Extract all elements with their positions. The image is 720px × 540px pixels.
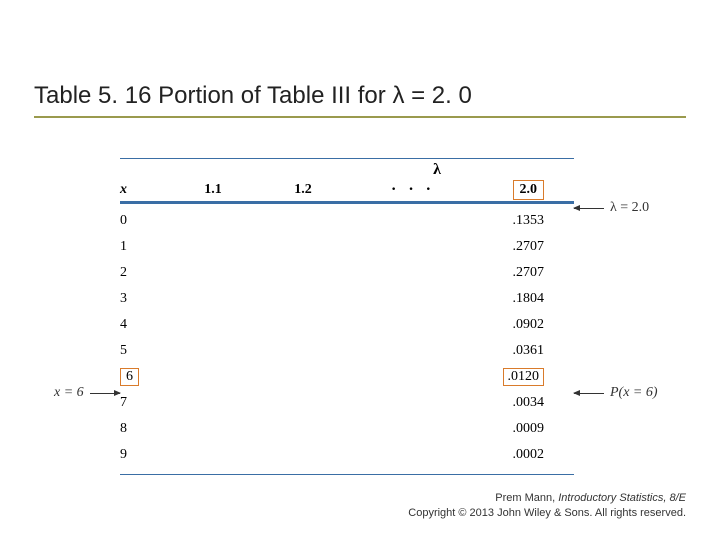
title-underline — [34, 116, 686, 118]
footer-line-1: Prem Mann, Introductory Statistics, 8/E — [408, 491, 686, 505]
row-value: .0902 — [478, 317, 544, 333]
annotation-x-text: x = 6 — [54, 385, 84, 401]
row-x: 4 — [120, 317, 168, 333]
table-row: 1 .2707 — [120, 234, 574, 260]
row-x: 9 — [120, 447, 168, 463]
table-row: 3 .1804 — [120, 286, 574, 312]
footer: Prem Mann, Introductory Statistics, 8/E … — [408, 491, 686, 520]
column-header-row: x 1.1 1.2 · · · 2.0 — [120, 179, 574, 201]
row-x: 5 — [120, 343, 168, 359]
row-value: .0002 — [478, 447, 544, 463]
data-rows: 0 .1353 1 .2707 2 .2707 3 .1804 4 .0902 5 .0361 6 .01… — [120, 204, 574, 474]
col-header-2-0-box: 2.0 — [513, 180, 545, 200]
lambda-header-row: λ — [120, 159, 574, 179]
row-x: 7 — [120, 395, 168, 411]
table-rule-bottom — [120, 474, 574, 475]
row-value: .0120 — [478, 368, 544, 386]
footer-copyright: Copyright © 2013 John Wiley & Sons. All … — [408, 506, 686, 520]
table-row: 8 .0009 — [120, 416, 574, 442]
col-header-x: x — [120, 182, 168, 198]
row-x: 2 — [120, 265, 168, 281]
row-value: .1804 — [478, 291, 544, 307]
footer-book: Introductory Statistics, 8/E — [558, 492, 686, 504]
slide-title-block: Table 5. 16 Portion of Table III for λ =… — [34, 82, 686, 118]
arrow-icon — [90, 393, 120, 394]
row-value: .0009 — [478, 421, 544, 437]
arrow-icon — [574, 393, 604, 394]
annotation-px-text: P(x = 6) — [610, 385, 658, 401]
slide-title: Table 5. 16 Portion of Table III for λ =… — [34, 82, 686, 116]
table-row: 7 .0034 — [120, 390, 574, 416]
arrow-icon — [574, 208, 604, 209]
row-x: 8 — [120, 421, 168, 437]
annotation-lambda: λ = 2.0 — [574, 200, 649, 216]
table-row: 6 .0120 — [120, 364, 574, 390]
row-x: 3 — [120, 291, 168, 307]
row-value: .2707 — [478, 239, 544, 255]
row-value: .0034 — [478, 395, 544, 411]
annotation-x: x = 6 — [54, 385, 120, 401]
row-x: 0 — [120, 213, 168, 229]
lambda-symbol: λ — [120, 161, 574, 179]
col-header-1-1: 1.1 — [168, 182, 258, 198]
col-header-1-2: 1.2 — [258, 182, 348, 198]
row-value: .2707 — [478, 265, 544, 281]
footer-author: Prem Mann, — [495, 492, 558, 504]
annotation-px: P(x = 6) — [574, 385, 658, 401]
annotation-lambda-text: λ = 2.0 — [610, 200, 649, 216]
table-row: 9 .0002 — [120, 442, 574, 468]
table-row: 2 .2707 — [120, 260, 574, 286]
row-x: 1 — [120, 239, 168, 255]
row-value: .0361 — [478, 343, 544, 359]
table-row: 5 .0361 — [120, 338, 574, 364]
table-row: 0 .1353 — [120, 208, 574, 234]
probability-table: λ x 1.1 1.2 · · · 2.0 0 .1353 1 .2707 2 .2707… — [120, 158, 574, 475]
table-row: 4 .0902 — [120, 312, 574, 338]
col-header-2-0: 2.0 — [478, 180, 544, 200]
row-x: 6 — [120, 368, 168, 386]
row-value: .1353 — [478, 213, 544, 229]
col-header-dots: · · · — [348, 181, 478, 199]
